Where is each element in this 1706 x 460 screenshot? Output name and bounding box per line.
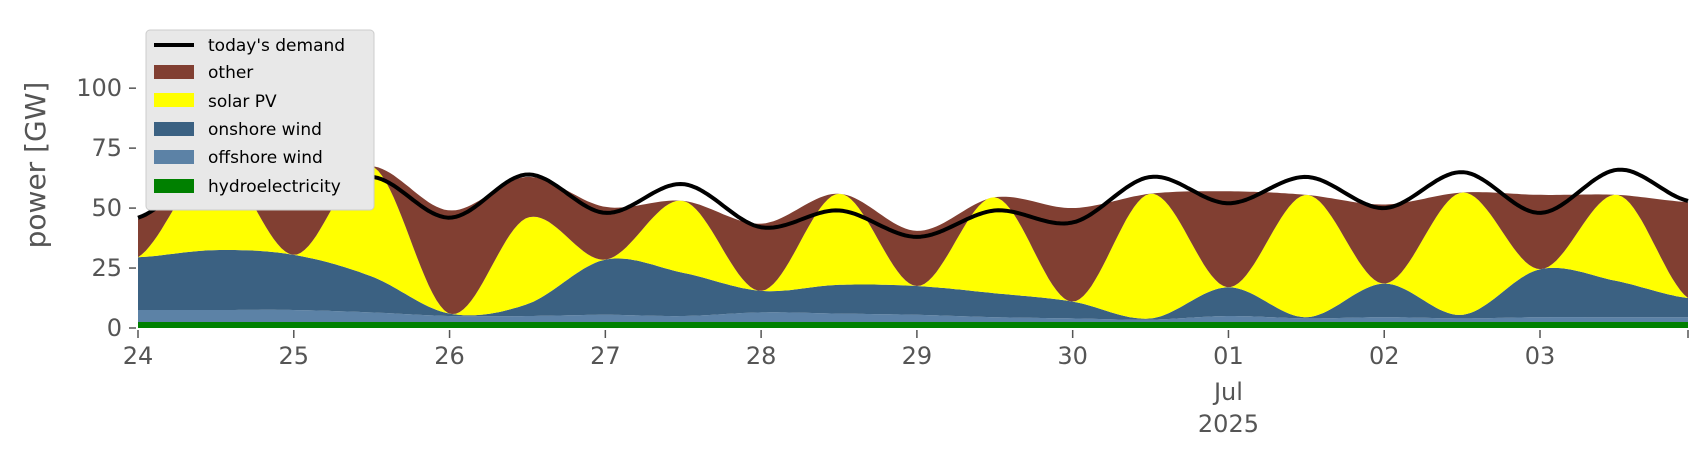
x-tick-label: 27 (590, 342, 621, 370)
demand-line (137, 167, 1689, 239)
x-tick-label: 03 (1525, 342, 1556, 370)
legend-item-onshore: onshore wind (154, 120, 322, 140)
x-tick-label: 02 (1369, 342, 1400, 370)
legend-frame (145, 29, 375, 211)
legend-offshore-swatch (154, 150, 194, 164)
x-year-label: 2025 (1198, 410, 1259, 438)
y-tick-label: 25 (91, 254, 122, 282)
area-onshore-wind (138, 250, 1688, 320)
x-tick-label: 25 (279, 342, 310, 370)
x-tick-label: 24 (123, 342, 154, 370)
legend: today's demand other solar PV onshore wi… (145, 29, 375, 211)
legend-hydro-label: hydroelectricity (208, 177, 341, 197)
legend-demand-label: today's demand (208, 36, 345, 56)
x-month-label: Jul (1212, 378, 1243, 406)
demand-line-layer (137, 167, 1689, 239)
legend-item-demand: today's demand (154, 36, 345, 56)
area-hydroelectricity (138, 322, 1688, 328)
y-tick-label: 0 (107, 314, 122, 342)
x-tick-label: 28 (746, 342, 777, 370)
x-axis: 24 25 26 27 28 29 30 01 02 03 (123, 330, 1689, 370)
x-tick-label: 26 (434, 342, 465, 370)
y-tick-label: 50 (91, 194, 122, 222)
legend-hydro-swatch (154, 179, 194, 193)
y-axis: 0 25 50 75 100 (76, 74, 136, 342)
x-tick-label: 01 (1213, 342, 1244, 370)
legend-onshore-swatch (154, 122, 194, 136)
y-tick-label: 100 (76, 74, 122, 102)
legend-solar-label: solar PV (208, 92, 277, 112)
legend-item-offshore: offshore wind (154, 148, 323, 168)
legend-other-swatch (154, 65, 194, 79)
y-tick-label: 75 (91, 134, 122, 162)
legend-offshore-label: offshore wind (208, 148, 323, 168)
y-axis-label: power [GW] (19, 82, 52, 249)
legend-solar-swatch (154, 93, 194, 107)
area-solar-pv (138, 161, 1688, 319)
legend-onshore-label: onshore wind (208, 120, 322, 140)
legend-item-hydro: hydroelectricity (154, 177, 341, 197)
x-tick-label: 29 (902, 342, 933, 370)
axes: 0 25 50 75 100 24 25 26 27 28 29 30 01 02 03 power [G… (19, 74, 1689, 438)
legend-other-label: other (208, 63, 253, 83)
legend-item-other: other (154, 63, 253, 83)
x-tick-label: 30 (1057, 342, 1088, 370)
area-offshore-wind (138, 309, 1688, 322)
legend-item-solar: solar PV (154, 92, 277, 112)
